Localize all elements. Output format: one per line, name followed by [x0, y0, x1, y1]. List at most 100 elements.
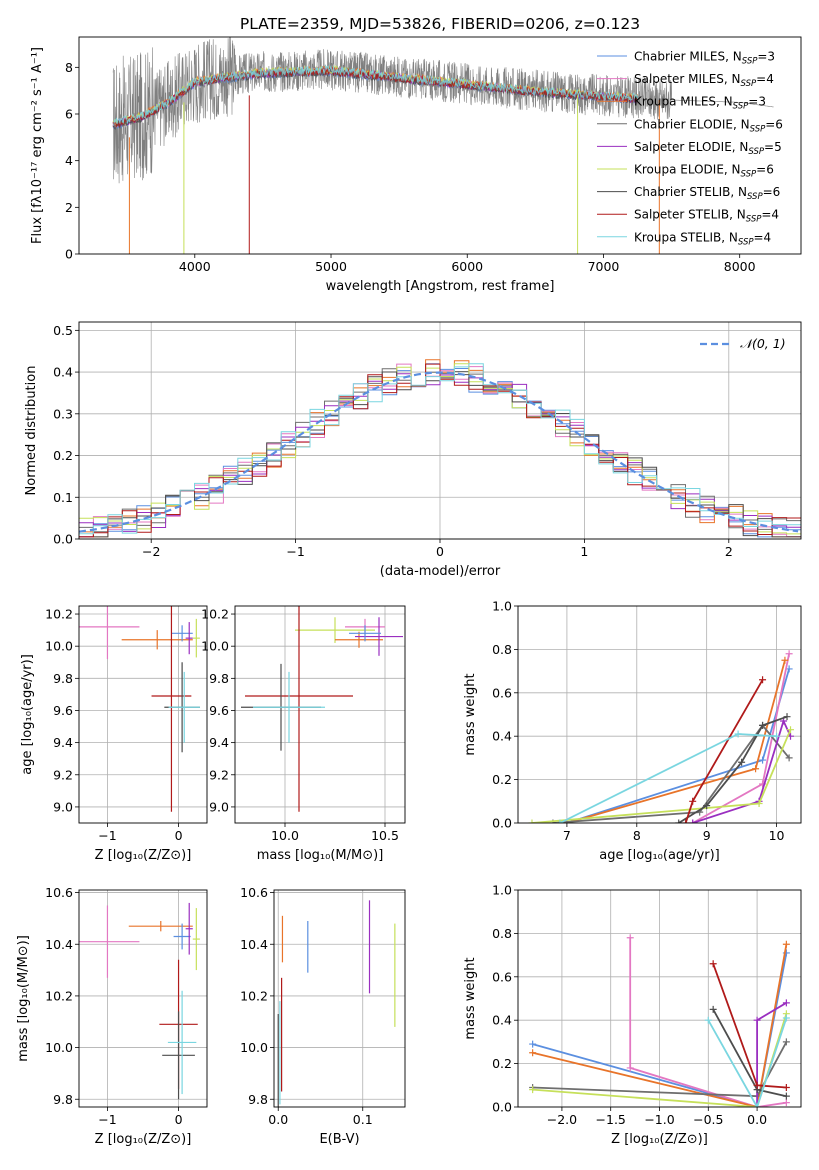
mass-weight-line: [712, 963, 787, 1089]
mass-weight-line: [684, 679, 764, 823]
legend-subscript: SSP: [738, 237, 754, 247]
y-tick-label: 0.6: [492, 969, 512, 984]
legend-subscript: SSP: [748, 147, 764, 157]
y-tick-label: 6: [65, 107, 73, 122]
y-tick-label: 10.0: [201, 639, 229, 654]
x-tick-label: 10.5: [371, 828, 399, 843]
x-axis-label: Z [log₁₀(Z/Z⊙)]: [95, 848, 192, 863]
y-tick-label: 0.8: [492, 642, 512, 657]
axes-frame: [273, 889, 406, 1108]
mass-weight-vs-metallicity-axes: −2.0 −1.5 −1.0 −0.5 0.0 0.0 0.2 0.4 0.6 0.8 1.0 Z […: [463, 883, 802, 1147]
mass-weight-marker: [783, 713, 791, 721]
x-tick-label: −1.5: [596, 1112, 626, 1127]
y-tick-label: 10.0: [240, 1040, 268, 1055]
mass-weight-marker: [734, 730, 742, 738]
legend-entry: Salpeter STELIB, NSSP=4: [634, 208, 779, 225]
legend-entry: Chabrier STELIB, NSSP=6: [634, 185, 780, 202]
y-tick-label: 0: [65, 247, 73, 262]
x-tick-label: 8: [633, 828, 641, 843]
mass-weight-marker: [785, 754, 793, 762]
y-tick-label: 0.2: [53, 448, 73, 463]
mass-weight-marker: [675, 819, 683, 823]
mass-weight-marker: [785, 650, 793, 658]
legend-count: =4: [761, 208, 779, 222]
mass-weight-marker: [782, 940, 790, 948]
y-tick-label: 9.8: [248, 1092, 268, 1107]
y-tick-label: 9.8: [209, 671, 229, 686]
mass-weight-line: [692, 653, 790, 823]
spectrum-marks: [112, 37, 774, 254]
axes-frame: [78, 889, 208, 1108]
mass-weight-marker: [759, 756, 767, 764]
y-tick-label: 10.6: [45, 885, 73, 900]
y-tick-label: 10.2: [45, 988, 73, 1003]
y-tick-label: 9.2: [209, 767, 229, 782]
mass-weight-marker: [529, 1049, 537, 1057]
x-tick-label: 7000: [588, 259, 620, 274]
x-tick-label: 10.0: [271, 828, 299, 843]
mass-weight-marker: [738, 758, 746, 766]
y-axis-label: mass weight: [463, 957, 478, 1039]
axes-frame: [517, 605, 802, 824]
legend-subscript: SSP: [742, 57, 758, 67]
mass-weight-marker: [753, 1016, 761, 1024]
axes-frame: [234, 605, 406, 824]
mass-weight-line: [532, 952, 788, 1107]
mass-weight-marker: [759, 676, 767, 684]
residual-histogram-series: [79, 363, 801, 535]
y-tick-label: 9.8: [53, 1092, 73, 1107]
x-tick-label: 4000: [179, 259, 211, 274]
mass-weight-vs-age-axes: 7 8 9 10 0.0 0.2 0.4 0.6 0.8 1.0 age [log₁₀(age/yr…: [463, 599, 802, 863]
mass-weight-marker: [752, 765, 760, 773]
mass-weight-line: [692, 718, 792, 823]
mass-weight-marker: [709, 1005, 717, 1013]
model-spectrum: [112, 67, 638, 131]
legend-entry: Chabrier MILES, NSSP=3: [634, 50, 775, 67]
x-tick-label: 0: [175, 1112, 183, 1127]
x-axis-label: Z [log₁₀(Z/Z⊙)]: [611, 1132, 708, 1147]
mass-weight-line: [707, 1017, 788, 1107]
y-tick-label: 9.8: [53, 671, 73, 686]
mass-weight-marker: [753, 1103, 761, 1107]
x-tick-label: 6000: [451, 259, 483, 274]
x-tick-label: 0.0: [747, 1112, 767, 1127]
x-axis-label: E(B-V): [319, 1132, 359, 1147]
x-tick-label: −0.5: [693, 1112, 723, 1127]
x-tick-label: −1: [98, 828, 116, 843]
figure-title: PLATE=2359, MJD=53826, FIBERID=0206, z=0…: [240, 15, 640, 33]
x-tick-label: −2: [142, 544, 160, 559]
y-tick-label: 0.4: [492, 1013, 512, 1028]
age-vs-mass-axes: 10.0 10.5 9.0 9.2 9.4 9.6 9.8 10.0 10.2 mass [log…: [201, 605, 406, 863]
y-axis-label: Flux [fλ10⁻¹⁷ erg cm⁻² s⁻¹ A⁻¹]: [30, 47, 45, 244]
mass-weight-marker: [753, 1081, 761, 1089]
mass-weight-marker: [689, 819, 697, 823]
normal-curve: [79, 371, 799, 533]
mass-weight-marker: [755, 799, 763, 807]
legend-subscript: SSP: [747, 192, 763, 202]
y-tick-label: 10.0: [45, 639, 73, 654]
mass-weight-marker: [709, 960, 717, 968]
y-axis-label: age [log₁₀(age/yr)]: [20, 654, 35, 775]
y-tick-label: 0.3: [53, 406, 73, 421]
legend-count: =4: [756, 72, 774, 86]
normal-legend-label: 𝒩(0, 1): [740, 336, 786, 351]
mass-weight-marker: [782, 1099, 790, 1107]
mass-weight-marker: [782, 1092, 790, 1100]
legend-count: =6: [756, 163, 774, 177]
mass-weight-marker: [704, 1016, 712, 1024]
mass-weight-marker: [528, 819, 536, 823]
legend-entry: Kroupa ELODIE, NSSP=6: [634, 163, 774, 180]
legend-subscript: SSP: [746, 215, 762, 225]
age-vs-metallicity-axes: −1 0 9.0 9.2 9.4 9.6 9.8 10.0 10.2 Z [log₁₀(Z/Z⊙)…: [20, 605, 208, 863]
x-axis-label: wavelength [Angstrom, rest frame]: [326, 279, 555, 294]
x-tick-label: 10: [769, 828, 785, 843]
x-tick-label: 1: [580, 544, 588, 559]
histogram-marks: [79, 359, 801, 538]
legend-subscript: SSP: [741, 170, 757, 180]
y-tick-label: 0.0: [492, 1100, 512, 1115]
x-tick-label: 7: [563, 828, 571, 843]
y-tick-label: 10.0: [45, 1040, 73, 1055]
y-tick-label: 0.0: [492, 816, 512, 831]
x-tick-label: 9: [703, 828, 711, 843]
